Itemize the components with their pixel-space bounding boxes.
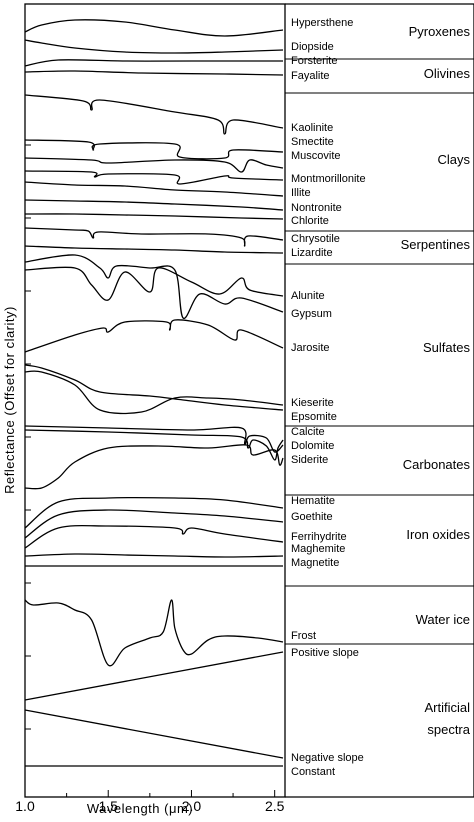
series-line-frost	[24, 599, 284, 667]
mineral-label-hematite: Hematite	[291, 495, 335, 507]
mineral-label-maghemite: Maghemite	[291, 543, 345, 555]
series-line-positive-slope	[24, 651, 284, 701]
mineral-label-montmorillonite: Montmorillonite	[291, 173, 366, 185]
series-line-goethite	[24, 509, 284, 539]
group-label-serpentines: Serpentines	[401, 237, 471, 252]
series-line-siderite	[24, 444, 284, 490]
series-line-nontronite	[24, 199, 284, 211]
mineral-label-epsomite: Epsomite	[291, 411, 337, 423]
mineral-label-illite: Illite	[291, 187, 311, 199]
series-line-fayalite	[24, 70, 284, 76]
x-tick-label: 2.5	[265, 798, 285, 814]
group-label-olivines: Olivines	[424, 66, 471, 81]
series-line-hematite	[24, 496, 284, 529]
series-line-chlorite	[24, 213, 284, 220]
series-line-montmorillonite	[24, 170, 284, 185]
series-line-negative-slope	[24, 709, 284, 759]
series-line-hypersthene	[24, 19, 284, 37]
group-label-clays: Clays	[437, 152, 470, 167]
mineral-label-siderite: Siderite	[291, 454, 328, 466]
mineral-label-alunite: Alunite	[291, 290, 325, 302]
mineral-label-chrysotile: Chrysotile	[291, 233, 340, 245]
series-line-kieserite	[24, 370, 284, 415]
series-line-smectite	[24, 139, 284, 160]
mineral-label-hypersthene: Hypersthene	[291, 17, 353, 29]
group-label-sulfates: Sulfates	[423, 340, 470, 355]
y-axis-label: Reflectance (Offset for clarity)	[2, 306, 17, 494]
x-tick-label: 1.5	[98, 798, 118, 814]
group-label-carbonates: Carbonates	[403, 457, 471, 472]
series-line-diopside	[24, 39, 284, 54]
mineral-label-forsterite: Forsterite	[291, 55, 337, 67]
mineral-label-fayalite: Fayalite	[291, 70, 330, 82]
mineral-label-ferrihydrite: Ferrihydrite	[291, 531, 347, 543]
left-axis-ticks	[25, 71, 31, 730]
series-line-forsterite	[24, 59, 283, 67]
x-axis-ticks: 1.0 1.5 2.0 2.5	[15, 790, 285, 814]
group-label-water-ice: Water ice	[416, 612, 470, 627]
x-tick-label: 1.0	[15, 798, 35, 814]
group-label-iron-oxides: Iron oxides	[406, 527, 470, 542]
mineral-label-lizardite: Lizardite	[291, 247, 333, 259]
mineral-label-positive-slope: Positive slope	[291, 647, 359, 659]
mineral-label-dolomite: Dolomite	[291, 440, 334, 452]
mineral-label-muscovite: Muscovite	[291, 150, 341, 162]
series-line-ferrihydrite	[24, 524, 284, 549]
mineral-label-negative-slope: Negative slope	[291, 752, 364, 764]
plot-frame	[24, 3, 286, 798]
mineral-labels: Hypersthene Diopside Forsterite Fayalite Kao…	[291, 17, 366, 778]
series-layer	[24, 19, 284, 767]
series-line-gypsum	[24, 254, 284, 319]
mineral-label-frost: Frost	[291, 630, 316, 642]
series-line-alunite	[24, 266, 284, 301]
mineral-label-smectite: Smectite	[291, 136, 334, 148]
mineral-label-magnetite: Magnetite	[291, 557, 339, 569]
mineral-label-gypsum: Gypsum	[291, 308, 332, 320]
x-tick-label: 2.0	[182, 798, 202, 814]
mineral-label-constant: Constant	[291, 766, 335, 778]
series-line-kaolinite	[24, 94, 284, 135]
mineral-label-calcite: Calcite	[291, 426, 325, 438]
group-label-artificial-spectra: Artificial spectra	[424, 700, 470, 737]
group-labels: Pyroxenes Olivines Clays Serpentines Sulfate…	[401, 24, 471, 737]
mineral-label-jarosite: Jarosite	[291, 342, 330, 354]
series-line-illite	[24, 181, 284, 197]
group-label-pyroxenes: Pyroxenes	[409, 24, 471, 39]
mineral-label-nontronite: Nontronite	[291, 202, 342, 214]
mineral-label-kaolinite: Kaolinite	[291, 122, 333, 134]
series-line-lizardite	[24, 245, 284, 254]
series-line-jarosite	[24, 319, 284, 353]
mineral-label-diopside: Diopside	[291, 41, 334, 53]
mineral-label-kieserite: Kieserite	[291, 397, 334, 409]
series-line-muscovite	[24, 157, 284, 173]
mineral-label-chlorite: Chlorite	[291, 215, 329, 227]
x-axis-label: Wavelength (μm)	[87, 801, 193, 816]
series-line-dolomite	[24, 425, 284, 453]
series-line-maghemite	[24, 553, 284, 558]
series-line-chrysotile	[24, 227, 284, 247]
mineral-label-goethite: Goethite	[291, 511, 333, 523]
section-dividers	[285, 58, 474, 645]
series-line-epsomite	[24, 364, 284, 411]
